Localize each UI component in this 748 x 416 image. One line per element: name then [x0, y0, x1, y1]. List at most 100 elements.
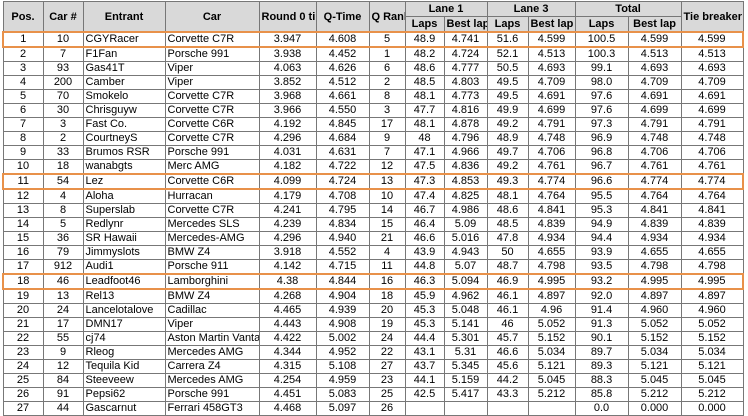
table-cell: 26 [2, 387, 44, 402]
table-cell: 48.9 [486, 131, 529, 146]
table-cell: 27 [368, 359, 406, 374]
table-row: 16 79 Jimmyslots BMW Z4 3.918 4.552 4 43.9 4.943… [2, 245, 744, 260]
table-cell: 4.142 [258, 259, 317, 275]
subcolumn-header: Best lap [527, 16, 576, 33]
table-cell: 5.07 [443, 259, 488, 275]
table-cell: 5.121 [527, 359, 576, 374]
table-cell: 4.691 [527, 89, 576, 104]
table-cell: Camber [82, 75, 166, 90]
table-cell: 4.706 [627, 145, 682, 160]
table-cell: Lamborghini [164, 273, 260, 290]
table-cell: 21 [368, 231, 406, 246]
table-cell: 48.1 [404, 89, 445, 104]
table-cell: 44.2 [486, 373, 529, 388]
table-cell: 912 [42, 259, 84, 275]
table-cell: 17 [42, 317, 84, 332]
table-cell: 3 [2, 61, 44, 76]
table-cell: 4.422 [258, 331, 317, 346]
table-cell: 48.5 [486, 217, 529, 232]
table-cell: 14 [368, 203, 406, 218]
table-cell: 4.995 [680, 273, 745, 290]
table-cell: 94.4 [574, 231, 629, 246]
table-cell: 48.7 [486, 259, 529, 275]
table-cell: 4.962 [443, 288, 488, 304]
table-cell: 3.938 [258, 46, 317, 62]
table-cell: 13 [368, 173, 406, 190]
table-cell: 5.052 [680, 317, 744, 332]
table-cell: Pepsi62 [82, 387, 166, 402]
table-cell: 5.045 [680, 373, 744, 388]
table-cell: 4.796 [443, 131, 488, 146]
table-cell: Porsche 991 [164, 387, 260, 402]
table-cell: 7 [368, 145, 406, 160]
table-cell: 4.693 [527, 61, 576, 76]
table-cell: 4.443 [258, 317, 317, 332]
table-cell: 8 [42, 203, 84, 218]
table-cell: 4.798 [527, 259, 576, 275]
table-cell: 48.6 [486, 203, 529, 218]
table-cell: 4.465 [258, 303, 317, 318]
table-cell: 45.3 [404, 317, 445, 332]
table-cell: 96.8 [574, 145, 629, 160]
table-cell: 46.1 [486, 303, 529, 318]
table-cell: 5.052 [527, 317, 576, 332]
table-row: 18 46 Leadfoot46 Lamborghini 4.38 4.844 16 46.3… [2, 273, 745, 290]
table-cell: Corvette C7R [164, 89, 260, 104]
table-row: 6 30 Chrisguyw Corvette C7R 3.966 4.550 3 47.7 4… [2, 103, 744, 118]
table-body: 1 10 CGYRacer Corvette C7R 3.947 4.608 5 48.9 4.… [2, 31, 745, 416]
table-cell: 100.3 [574, 46, 629, 62]
table-cell: 30 [42, 103, 84, 118]
table-row: 13 8 Superslab Corvette C7R 4.241 4.795 14 46.7… [2, 203, 744, 218]
table-cell: 48.5 [404, 75, 445, 90]
table-cell: 2 [42, 131, 84, 146]
table-cell: Tequila Kid [82, 359, 166, 374]
table-cell: 22 [368, 345, 406, 360]
table-cell: 4.268 [258, 288, 317, 304]
table-cell: 46.1 [486, 288, 529, 304]
group-header: Total [574, 1, 682, 17]
table-row: 9 33 Brumos RSR Porsche 991 4.031 4.631 7 47.1 4… [2, 145, 744, 160]
table-cell: 11 [2, 173, 44, 190]
table-cell: 5.052 [627, 317, 682, 332]
table-cell: 7 [2, 117, 44, 132]
table-cell: 0.000 [680, 401, 744, 416]
table-cell: 4.791 [527, 117, 576, 132]
table-cell: 4.709 [627, 75, 682, 90]
table-cell: Smokelo [82, 89, 166, 104]
table-cell: 4.777 [443, 61, 488, 76]
table-cell: 46.9 [486, 273, 529, 290]
table-cell: Mercedes AMG [164, 345, 260, 360]
table-cell: 4.897 [680, 288, 744, 304]
table-cell: 4.904 [315, 288, 370, 304]
table-cell: CGYRacer [82, 31, 166, 48]
table-cell: 4.706 [527, 145, 576, 160]
table-cell: BMW Z4 [164, 288, 260, 304]
table-cell: Gas41T [82, 61, 166, 76]
table-cell: 4.315 [258, 359, 317, 374]
table-cell: 51.6 [486, 31, 529, 48]
table-cell: 4.764 [680, 188, 744, 204]
table-cell: 4.063 [258, 61, 317, 76]
table-cell: SR Hawaii [82, 231, 166, 246]
table-cell: 23 [2, 345, 44, 360]
table-cell: 48 [404, 131, 445, 146]
table-cell: 4.841 [527, 203, 576, 218]
table-cell: 49.2 [486, 117, 529, 132]
group-header: Lane 3 [486, 1, 576, 17]
table-cell: 4.897 [627, 288, 682, 304]
table-cell: 5.045 [527, 373, 576, 388]
table-cell: 4.96 [527, 303, 576, 318]
table-cell: cj74 [82, 331, 166, 346]
table-cell: 43.9 [404, 245, 445, 260]
table-cell: 5.212 [680, 387, 744, 402]
table-cell: 4.940 [315, 231, 370, 246]
table-cell: 4.836 [443, 159, 488, 175]
table-cell: Leadfoot46 [82, 273, 166, 290]
table-cell: 4.761 [627, 159, 682, 175]
table-cell: 5.152 [627, 331, 682, 346]
table-cell: 4.761 [527, 159, 576, 175]
table-cell: 4.764 [527, 188, 576, 204]
subcolumn-header: Best lap [627, 16, 682, 33]
